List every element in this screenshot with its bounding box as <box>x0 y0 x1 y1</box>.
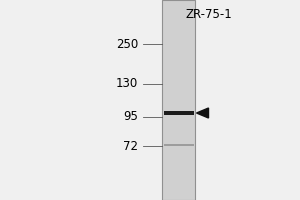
Bar <box>195 0 300 200</box>
Text: ZR-75-1: ZR-75-1 <box>185 7 232 21</box>
Bar <box>0 0 162 200</box>
Text: 130: 130 <box>116 77 138 90</box>
Bar <box>164 144 194 146</box>
Text: 95: 95 <box>123 110 138 123</box>
Bar <box>162 0 195 200</box>
Text: 72: 72 <box>123 140 138 152</box>
Text: 250: 250 <box>116 38 138 50</box>
Polygon shape <box>196 108 208 118</box>
Bar <box>164 111 194 115</box>
